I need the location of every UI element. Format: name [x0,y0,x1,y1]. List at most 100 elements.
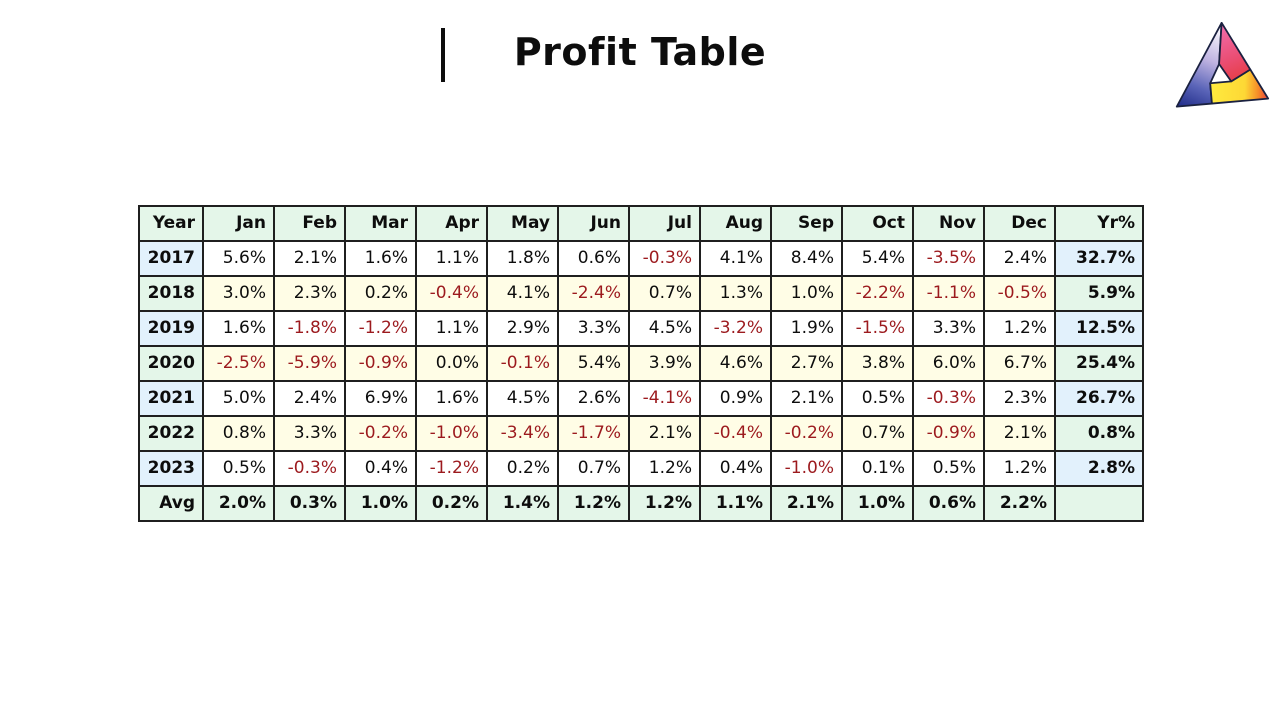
value-cell: -1.7% [557,415,630,452]
column-header-yrpct: Yr% [1054,205,1144,242]
avg-value-cell: 0.3% [273,485,346,522]
value-cell: -2.4% [557,275,630,312]
value-cell: -3.5% [912,240,985,277]
value-cell: -1.0% [770,450,843,487]
avg-value-cell: 1.2% [557,485,630,522]
value-cell: -0.4% [699,415,772,452]
value-cell: 3.9% [628,345,701,382]
column-header-nov: Nov [912,205,985,242]
avg-value-cell: 2.1% [770,485,843,522]
table-row-2022: 2022 0.8% 3.3% -0.2% -1.0% -3.4% -1.7% 2.1% -0.4… [138,415,1144,452]
value-cell: -0.3% [628,240,701,277]
value-cell: 2.1% [983,415,1056,452]
avg-value-cell: 1.4% [486,485,559,522]
column-header-may: May [486,205,559,242]
value-cell: 4.6% [699,345,772,382]
value-cell: -4.1% [628,380,701,417]
year-cell: 2019 [138,310,204,347]
value-cell: 3.3% [273,415,346,452]
value-cell: 2.1% [628,415,701,452]
yr-total-cell: 32.7% [1054,240,1144,277]
value-cell: 2.3% [983,380,1056,417]
value-cell: 2.3% [273,275,346,312]
value-cell: 3.8% [841,345,914,382]
value-cell: 1.1% [415,240,488,277]
value-cell: 0.4% [699,450,772,487]
column-header-jan: Jan [202,205,275,242]
value-cell: 0.4% [344,450,417,487]
impossible-triangle-logo [1175,21,1270,108]
value-cell: 4.1% [699,240,772,277]
column-header-jul: Jul [628,205,701,242]
avg-value-cell: 1.1% [699,485,772,522]
column-header-dec: Dec [983,205,1056,242]
value-cell: 1.6% [202,310,275,347]
value-cell: 2.4% [983,240,1056,277]
table-row-2023: 2023 0.5% -0.3% 0.4% -1.2% 0.2% 0.7% 1.2% 0.4% -1… [138,450,1144,487]
value-cell: 0.0% [415,345,488,382]
value-cell: 4.5% [486,380,559,417]
avg-value-cell: 2.2% [983,485,1056,522]
column-header-mar: Mar [344,205,417,242]
value-cell: -0.2% [344,415,417,452]
value-cell: 1.6% [415,380,488,417]
column-header-apr: Apr [415,205,488,242]
value-cell: 3.3% [912,310,985,347]
value-cell: 1.2% [983,310,1056,347]
value-cell: 8.4% [770,240,843,277]
value-cell: -2.2% [841,275,914,312]
yr-total-cell: 5.9% [1054,275,1144,312]
yr-total-cell: 0.8% [1054,415,1144,452]
value-cell: -0.3% [912,380,985,417]
value-cell: -3.4% [486,415,559,452]
column-header-jun: Jun [557,205,630,242]
value-cell: -1.2% [344,310,417,347]
value-cell: 1.2% [628,450,701,487]
avg-value-cell: 1.0% [344,485,417,522]
value-cell: -3.2% [699,310,772,347]
value-cell: 0.2% [344,275,417,312]
table-row-2018: 2018 3.0% 2.3% 0.2% -0.4% 4.1% -2.4% 0.7% 1.3% 1.… [138,275,1144,312]
value-cell: 0.7% [557,450,630,487]
value-cell: 5.6% [202,240,275,277]
value-cell: -0.9% [912,415,985,452]
value-cell: 2.7% [770,345,843,382]
value-cell: -1.0% [415,415,488,452]
value-cell: 1.3% [699,275,772,312]
yr-total-cell: 26.7% [1054,380,1144,417]
year-cell: 2017 [138,240,204,277]
value-cell: 4.5% [628,310,701,347]
year-cell: 2022 [138,415,204,452]
value-cell: 5.4% [841,240,914,277]
value-cell: 0.7% [628,275,701,312]
value-cell: 0.7% [841,415,914,452]
value-cell: 2.6% [557,380,630,417]
value-cell: 5.0% [202,380,275,417]
value-cell: 2.1% [273,240,346,277]
value-cell: 1.2% [983,450,1056,487]
yr-total-cell: 25.4% [1054,345,1144,382]
value-cell: 0.5% [841,380,914,417]
value-cell: 4.1% [486,275,559,312]
avg-value-cell: 0.6% [912,485,985,522]
value-cell: 0.6% [557,240,630,277]
year-cell: 2023 [138,450,204,487]
value-cell: -0.1% [486,345,559,382]
avg-value-cell: 2.0% [202,485,275,522]
avg-value-cell: 1.2% [628,485,701,522]
value-cell: -0.4% [415,275,488,312]
column-header-feb: Feb [273,205,346,242]
value-cell: -5.9% [273,345,346,382]
value-cell: 0.1% [841,450,914,487]
value-cell: -1.8% [273,310,346,347]
table-row-2021: 2021 5.0% 2.4% 6.9% 1.6% 4.5% 2.6% -4.1% 0.9% 2.1… [138,380,1144,417]
year-cell: 2021 [138,380,204,417]
value-cell: 2.1% [770,380,843,417]
value-cell: 0.2% [486,450,559,487]
value-cell: 6.0% [912,345,985,382]
value-cell: 1.8% [486,240,559,277]
table-row-2019: 2019 1.6% -1.8% -1.2% 1.1% 2.9% 3.3% 4.5% -3.2% 1… [138,310,1144,347]
value-cell: 0.5% [202,450,275,487]
table-row-2017: 2017 5.6% 2.1% 1.6% 1.1% 1.8% 0.6% -0.3% 4.1% 8.4… [138,240,1144,277]
avg-value-cell: 0.2% [415,485,488,522]
